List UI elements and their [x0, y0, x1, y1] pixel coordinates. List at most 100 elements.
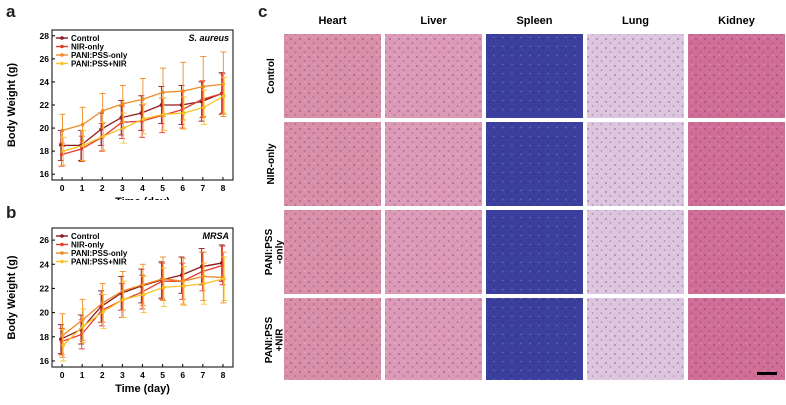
histology-grid: Heart Liver Spleen Lung Kidney Control NIR-onl…	[264, 15, 785, 380]
data-point	[101, 134, 106, 138]
row-label-line: +NIR	[275, 328, 286, 352]
column-header: Kidney	[718, 15, 756, 27]
row-label-line: PANI:PSS	[264, 316, 275, 363]
data-point	[201, 84, 206, 89]
tissue-texture	[486, 298, 583, 380]
data-point	[161, 276, 165, 281]
x-tick-label: 5	[160, 183, 165, 193]
y-tick-label: 16	[40, 169, 50, 179]
tissue-texture	[688, 210, 785, 294]
data-point	[81, 143, 86, 148]
tissue-texture	[284, 210, 381, 294]
row-label: PANI:PSS+NIR	[264, 316, 286, 363]
x-tick-label: 6	[180, 370, 185, 380]
tissue-texture	[587, 210, 684, 294]
data-point	[60, 333, 65, 338]
y-tick-label: 24	[40, 77, 50, 87]
data-point	[81, 324, 86, 328]
y-tick-label: 24	[40, 259, 50, 269]
data-point	[100, 108, 105, 113]
legend-label: Control	[71, 34, 99, 43]
data-point	[100, 301, 105, 305]
y-axis-label: Body Weight (g)	[6, 63, 18, 147]
y-tick-label: 18	[40, 332, 50, 342]
x-tick-label: 6	[180, 183, 185, 193]
data-point	[182, 284, 186, 288]
row-label: NIR-only	[266, 143, 277, 185]
data-point	[61, 149, 66, 153]
row-label-line: -only	[275, 240, 286, 264]
tissue-texture	[587, 34, 684, 118]
y-tick-label: 26	[40, 54, 50, 64]
data-point	[141, 117, 146, 121]
tissue-texture	[385, 34, 482, 118]
tissue-texture	[385, 298, 482, 380]
legend-marker	[60, 36, 64, 40]
chart-title: S. aureus	[188, 33, 229, 43]
tissue-texture	[385, 210, 482, 294]
y-tick-label: 16	[40, 356, 50, 366]
x-tick-label: 1	[80, 183, 85, 193]
tissue-texture	[385, 122, 482, 206]
x-tick-label: 4	[140, 183, 145, 193]
x-tick-label: 1	[80, 370, 85, 380]
data-point	[161, 90, 165, 95]
x-tick-label: 2	[100, 183, 105, 193]
y-axis-label: Body Weight (g)	[6, 255, 18, 339]
legend-marker	[60, 251, 64, 255]
row-label-line: NIR-only	[266, 143, 277, 185]
data-point	[162, 285, 166, 290]
tissue-texture	[587, 298, 684, 380]
data-point	[181, 279, 185, 283]
row-label: Control	[266, 58, 277, 94]
x-tick-label: 7	[200, 370, 205, 380]
data-point	[202, 105, 206, 110]
x-tick-label: 2	[100, 370, 105, 380]
data-point	[162, 112, 166, 117]
row-label-line: Control	[266, 58, 277, 94]
data-point	[121, 297, 126, 302]
data-point	[101, 309, 106, 314]
legend-label: Control	[71, 232, 99, 241]
legend-marker	[60, 259, 64, 264]
y-tick-label: 22	[40, 283, 50, 293]
data-point	[60, 128, 65, 133]
data-point	[120, 102, 125, 106]
tissue-texture	[284, 34, 381, 118]
y-tick-label: 28	[40, 31, 50, 41]
legend-label: PANI:PSS+NIR	[71, 60, 127, 69]
column-header: Lung	[622, 15, 649, 27]
row-label: PANI:PSS-only	[264, 228, 286, 275]
y-tick-label: 26	[40, 235, 50, 245]
data-point	[120, 289, 125, 293]
data-point	[181, 89, 185, 93]
legend-label: PANI:PSS+NIR	[71, 258, 127, 267]
scale-bar	[757, 372, 777, 375]
tissue-texture	[486, 122, 583, 206]
panel-letter-c: c	[258, 2, 268, 21]
legend-marker	[60, 44, 64, 49]
data-point	[79, 147, 84, 151]
x-tick-label: 5	[160, 370, 165, 380]
y-tick-label: 20	[40, 308, 50, 318]
tissue-texture	[284, 122, 381, 206]
tissue-texture	[486, 34, 583, 118]
x-tick-label: 3	[120, 370, 125, 380]
tissue-texture	[688, 122, 785, 206]
x-tick-label: 4	[140, 370, 145, 380]
legend-marker	[60, 234, 64, 238]
data-point	[201, 274, 206, 279]
legend-label: NIR-only	[71, 241, 104, 250]
legend-marker	[60, 53, 64, 57]
y-tick-label: 20	[40, 123, 50, 133]
tissue-texture	[284, 298, 381, 380]
x-axis-label: Time (day)	[115, 383, 170, 395]
y-tick-label: 18	[40, 146, 50, 156]
x-tick-label: 8	[221, 370, 226, 380]
data-point	[141, 283, 145, 287]
row-label-line: PANI:PSS	[264, 228, 275, 275]
data-point	[221, 82, 226, 87]
body-weight-chart-mrsa: 0 1 2 3 4 5 6 7 8 16 18 20 22 24 26 Time (day) Body Weig…	[6, 227, 234, 395]
chart-title: MRSA	[203, 231, 230, 241]
body-weight-chart-s-aureus: 0 1 2 3 4 5 6 7 8 16 18 20 22 24 26 28 Time (day) Body We…	[6, 29, 234, 200]
